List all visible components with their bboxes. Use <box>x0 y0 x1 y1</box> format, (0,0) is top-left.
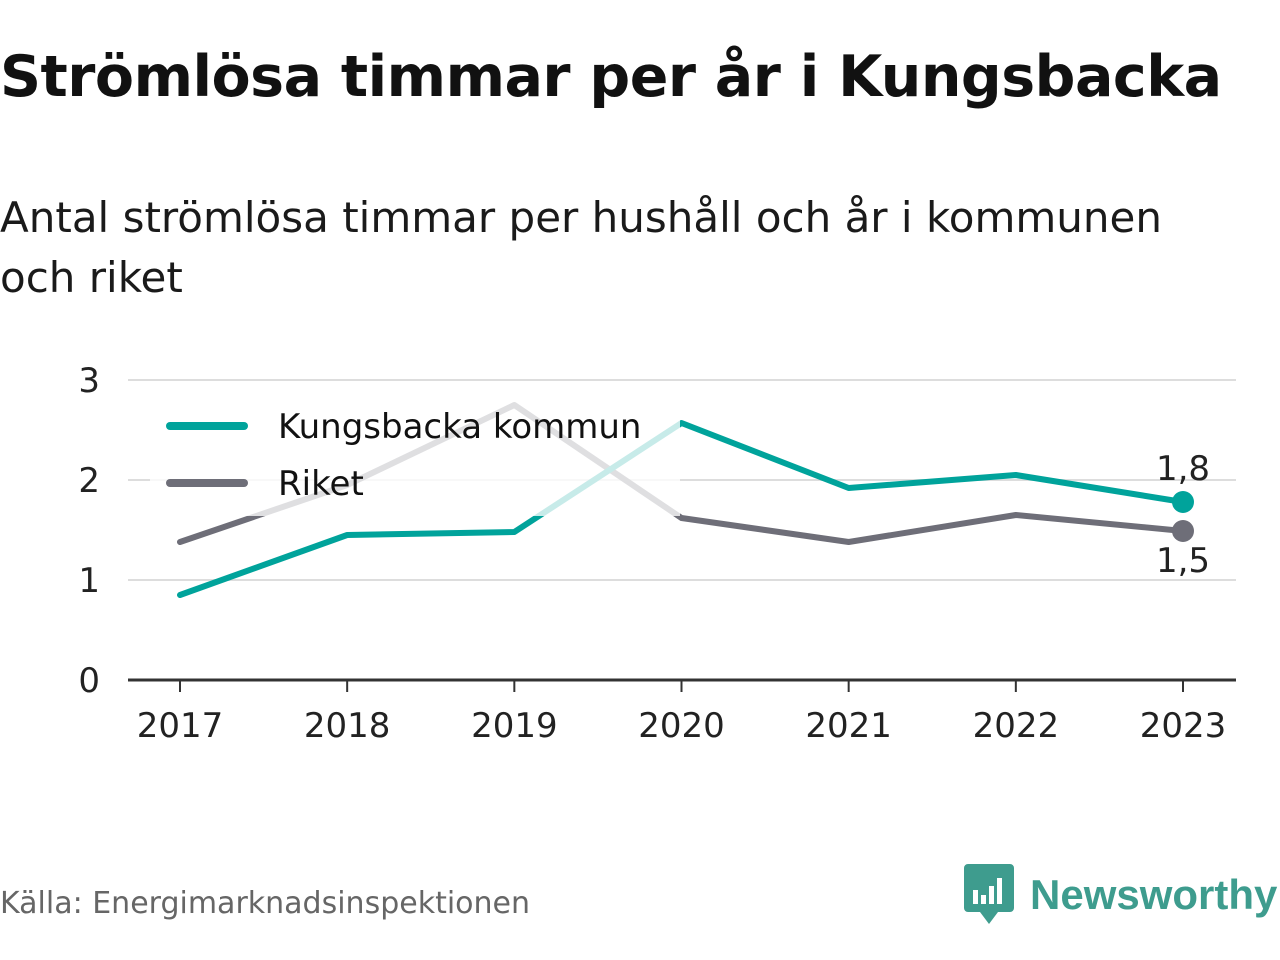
series-end-marker <box>1172 491 1194 513</box>
newsworthy-logo-icon <box>964 864 1014 924</box>
x-tick-label: 2018 <box>304 706 391 746</box>
x-tick-label: 2023 <box>1140 706 1227 746</box>
chart-title: Strömlösa timmar per år i Kungsbacka <box>0 44 1222 110</box>
legend: Kungsbacka kommun Riket <box>150 398 680 516</box>
x-tick-label: 2021 <box>805 706 892 746</box>
x-tick-label: 2020 <box>638 706 725 746</box>
x-tick-label: 2017 <box>137 706 224 746</box>
y-tick-label: 2 <box>78 461 100 501</box>
axes: 0 1 2 3 2017 2018 2019 2020 2021 2022 2023 <box>78 361 1236 746</box>
y-tick-label: 3 <box>78 361 100 401</box>
source-note: Källa: Energimarknadsinspektionen <box>0 886 531 921</box>
brand-name: Newsworthy <box>1030 871 1278 918</box>
y-tick-label: 1 <box>78 561 100 601</box>
legend-label: Kungsbacka kommun <box>278 407 641 447</box>
series-end-label: 1,5 <box>1156 541 1210 581</box>
x-tick-label: 2019 <box>471 706 558 746</box>
series-line <box>177 420 1186 598</box>
y-tick-label: 0 <box>78 661 100 701</box>
legend-background <box>150 398 680 516</box>
legend-label: Riket <box>278 464 364 504</box>
x-tick-label: 2022 <box>973 706 1060 746</box>
series-end-marker <box>1172 520 1194 542</box>
chart-subtitle: Antal strömlösa timmar per hushåll och å… <box>0 193 1162 302</box>
series-end-label: 1,8 <box>1156 449 1210 489</box>
brand-logo: Newsworthy <box>964 864 1277 926</box>
